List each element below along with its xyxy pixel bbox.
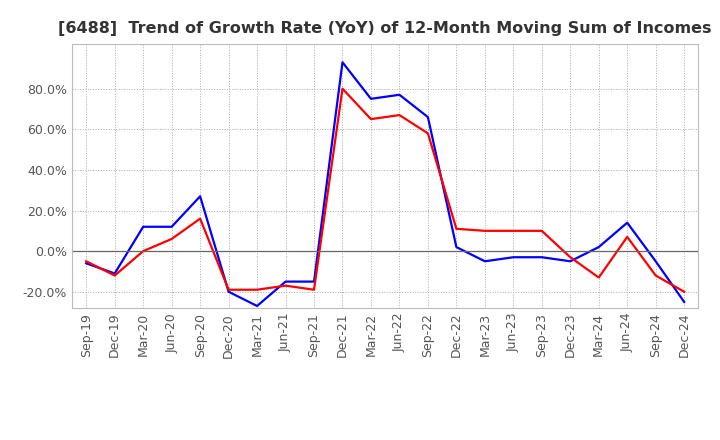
Net Income Growth Rate <box>509 228 518 234</box>
Ordinary Income Growth Rate <box>395 92 404 97</box>
Ordinary Income Growth Rate <box>366 96 375 102</box>
Net Income Growth Rate <box>167 236 176 242</box>
Ordinary Income Growth Rate <box>196 194 204 199</box>
Ordinary Income Growth Rate <box>595 245 603 250</box>
Net Income Growth Rate <box>537 228 546 234</box>
Net Income Growth Rate <box>395 113 404 118</box>
Net Income Growth Rate <box>452 226 461 231</box>
Net Income Growth Rate <box>310 287 318 292</box>
Net Income Growth Rate <box>480 228 489 234</box>
Title: [6488]  Trend of Growth Rate (YoY) of 12-Month Moving Sum of Incomes: [6488] Trend of Growth Rate (YoY) of 12-… <box>58 21 712 36</box>
Ordinary Income Growth Rate <box>423 114 432 120</box>
Ordinary Income Growth Rate <box>338 60 347 65</box>
Ordinary Income Growth Rate <box>509 255 518 260</box>
Line: Net Income Growth Rate: Net Income Growth Rate <box>86 89 684 292</box>
Net Income Growth Rate <box>282 283 290 288</box>
Ordinary Income Growth Rate <box>282 279 290 284</box>
Ordinary Income Growth Rate <box>82 260 91 266</box>
Ordinary Income Growth Rate <box>566 259 575 264</box>
Ordinary Income Growth Rate <box>139 224 148 229</box>
Net Income Growth Rate <box>196 216 204 221</box>
Net Income Growth Rate <box>253 287 261 292</box>
Net Income Growth Rate <box>110 273 119 278</box>
Ordinary Income Growth Rate <box>310 279 318 284</box>
Ordinary Income Growth Rate <box>167 224 176 229</box>
Net Income Growth Rate <box>595 275 603 280</box>
Net Income Growth Rate <box>225 287 233 292</box>
Net Income Growth Rate <box>566 255 575 260</box>
Ordinary Income Growth Rate <box>623 220 631 225</box>
Net Income Growth Rate <box>82 259 91 264</box>
Net Income Growth Rate <box>423 131 432 136</box>
Ordinary Income Growth Rate <box>652 259 660 264</box>
Ordinary Income Growth Rate <box>452 245 461 250</box>
Net Income Growth Rate <box>366 117 375 122</box>
Net Income Growth Rate <box>338 86 347 92</box>
Ordinary Income Growth Rate <box>480 259 489 264</box>
Ordinary Income Growth Rate <box>680 299 688 304</box>
Ordinary Income Growth Rate <box>537 255 546 260</box>
Net Income Growth Rate <box>139 249 148 254</box>
Net Income Growth Rate <box>680 289 688 294</box>
Ordinary Income Growth Rate <box>253 303 261 308</box>
Ordinary Income Growth Rate <box>110 271 119 276</box>
Net Income Growth Rate <box>652 273 660 278</box>
Net Income Growth Rate <box>623 234 631 239</box>
Line: Ordinary Income Growth Rate: Ordinary Income Growth Rate <box>86 62 684 306</box>
Ordinary Income Growth Rate <box>225 289 233 294</box>
